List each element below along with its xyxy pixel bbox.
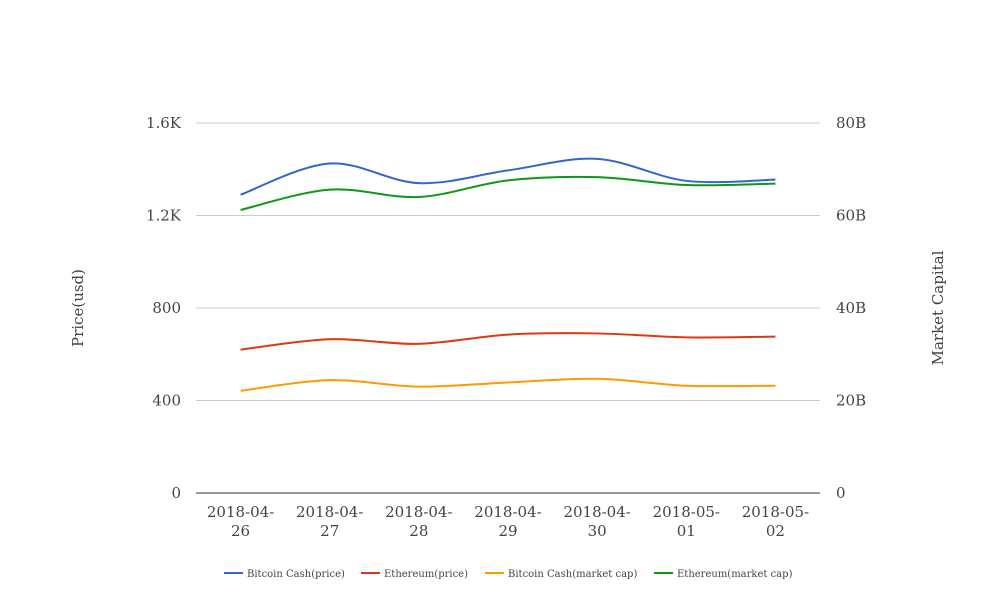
left-y-tick-label: 1.2K <box>146 207 182 225</box>
right-y-axis-ticks: 0 20B 40B 60B 80B <box>836 114 866 502</box>
legend-label: Ethereum(price) <box>384 569 468 580</box>
x-tick-label-line: 2018-04- <box>385 503 452 521</box>
x-tick-label-line: 2018-05- <box>742 503 809 521</box>
right-y-axis-title: Market Capital <box>929 250 947 365</box>
left-y-tick-label: 400 <box>152 392 181 410</box>
gridlines <box>196 122 820 401</box>
right-y-tick-label: 20B <box>836 392 866 410</box>
right-y-tick-label: 0 <box>836 484 846 502</box>
left-y-axis-title: Price(usd) <box>69 269 87 347</box>
x-tick-label: 2018-04-26 <box>207 503 274 540</box>
x-tick-label-line: 29 <box>498 522 517 540</box>
series-line-1 <box>240 332 776 351</box>
legend: Bitcoin Cash(price) Ethereum(price) Bitcoi… <box>224 569 793 580</box>
legend-label: Ethereum(market cap) <box>677 569 793 580</box>
legend-label: Bitcoin Cash(price) <box>247 569 345 580</box>
series-line-3 <box>240 175 776 211</box>
x-tick-label-line: 2018-04- <box>296 503 363 521</box>
x-tick-label: 2018-05-01 <box>653 503 720 540</box>
x-tick-label-line: 30 <box>588 522 607 540</box>
x-tick-label-line: 02 <box>766 522 785 540</box>
x-tick-label-line: 01 <box>677 522 696 540</box>
left-y-tick-label: 0 <box>171 484 181 502</box>
x-axis-ticks: 2018-04-262018-04-272018-04-282018-04-29… <box>207 503 809 540</box>
right-y-tick-label: 80B <box>836 114 866 132</box>
left-y-axis-ticks: 0 400 800 1.2K 1.6K <box>146 114 182 502</box>
right-y-tick-label: 40B <box>836 299 866 317</box>
x-tick-label-line: 2018-04- <box>207 503 274 521</box>
x-tick-label: 2018-04-29 <box>474 503 541 540</box>
x-tick-label-line: 2018-05- <box>653 503 720 521</box>
series-lines <box>240 157 776 392</box>
left-y-tick-label: 1.6K <box>146 114 182 132</box>
x-tick-label: 2018-04-30 <box>563 503 630 540</box>
right-y-tick-label: 60B <box>836 207 866 225</box>
x-tick-label-line: 27 <box>320 522 339 540</box>
x-tick-label-line: 2018-04- <box>474 503 541 521</box>
series-line-2 <box>240 377 776 392</box>
x-tick-label-line: 28 <box>409 522 428 540</box>
x-tick-label-line: 26 <box>231 522 250 540</box>
left-y-tick-label: 800 <box>152 299 181 317</box>
x-tick-label-line: 2018-04- <box>563 503 630 521</box>
x-tick-label: 2018-04-28 <box>385 503 452 540</box>
x-tick-label: 2018-05-02 <box>742 503 809 540</box>
series-line-0 <box>240 157 776 196</box>
legend-label: Bitcoin Cash(market cap) <box>508 569 637 580</box>
x-tick-label: 2018-04-27 <box>296 503 363 540</box>
